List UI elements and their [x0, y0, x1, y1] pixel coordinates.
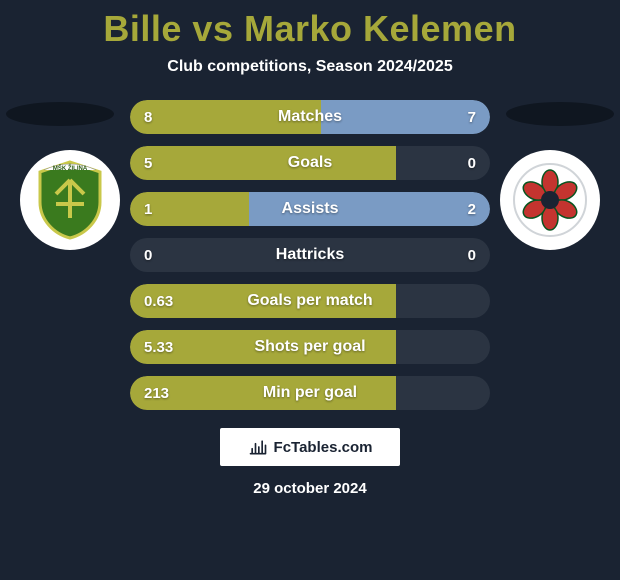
club-crest-left: MŠK ŽILINA: [20, 150, 120, 250]
stat-row: 5.33 Shots per goal: [130, 330, 490, 364]
stat-value-right: 7: [468, 109, 476, 126]
stat-value-right: 0: [468, 155, 476, 172]
page-title: Bille vs Marko Kelemen: [0, 0, 620, 50]
stat-value-left: 5.33: [144, 339, 173, 356]
watermark: FcTables.com: [220, 428, 400, 466]
stat-value-right: 0: [468, 247, 476, 264]
stat-row: 0 Hattricks 0: [130, 238, 490, 272]
stat-row: 0.63 Goals per match: [130, 284, 490, 318]
club-crest-right: [500, 150, 600, 250]
stat-row: 8 Matches 7: [130, 100, 490, 134]
stat-label: Goals per match: [247, 292, 372, 310]
stat-row: 213 Min per goal: [130, 376, 490, 410]
stat-row: 1 Assists 2: [130, 192, 490, 226]
stat-rows: 8 Matches 7 5 Goals 0 1 Assists 2 0 Hattricks 0 0.63…: [130, 100, 490, 410]
stat-bar-right: [321, 100, 490, 134]
stat-bar-left: [130, 146, 396, 180]
stat-value-left: 0.63: [144, 293, 173, 310]
stat-row: 5 Goals 0: [130, 146, 490, 180]
shield-icon: MŠK ŽILINA: [34, 160, 106, 240]
player-shadow-right: [506, 102, 614, 126]
comparison-area: MŠK ŽILINA 8 Matches 7 5 Goals 0 1 Assists 2 0 Hat…: [0, 100, 620, 410]
watermark-text: FcTables.com: [274, 439, 373, 456]
chart-icon: [248, 437, 268, 457]
date-text: 29 october 2024: [0, 480, 620, 497]
stat-value-left: 213: [144, 385, 169, 402]
stat-label: Min per goal: [263, 384, 357, 402]
stat-value-left: 5: [144, 155, 152, 172]
subtitle: Club competitions, Season 2024/2025: [0, 58, 620, 76]
stat-label: Shots per goal: [254, 338, 365, 356]
stat-label: Assists: [282, 200, 339, 218]
stat-value-left: 1: [144, 201, 152, 218]
stat-value-left: 8: [144, 109, 152, 126]
crest-ribbon-text: MŠK ŽILINA: [53, 164, 88, 172]
stat-label: Matches: [278, 108, 342, 126]
stat-value-right: 2: [468, 201, 476, 218]
stat-label: Hattricks: [276, 246, 344, 264]
flower-icon: [512, 162, 588, 238]
stat-value-left: 0: [144, 247, 152, 264]
player-shadow-left: [6, 102, 114, 126]
stat-label: Goals: [288, 154, 332, 172]
